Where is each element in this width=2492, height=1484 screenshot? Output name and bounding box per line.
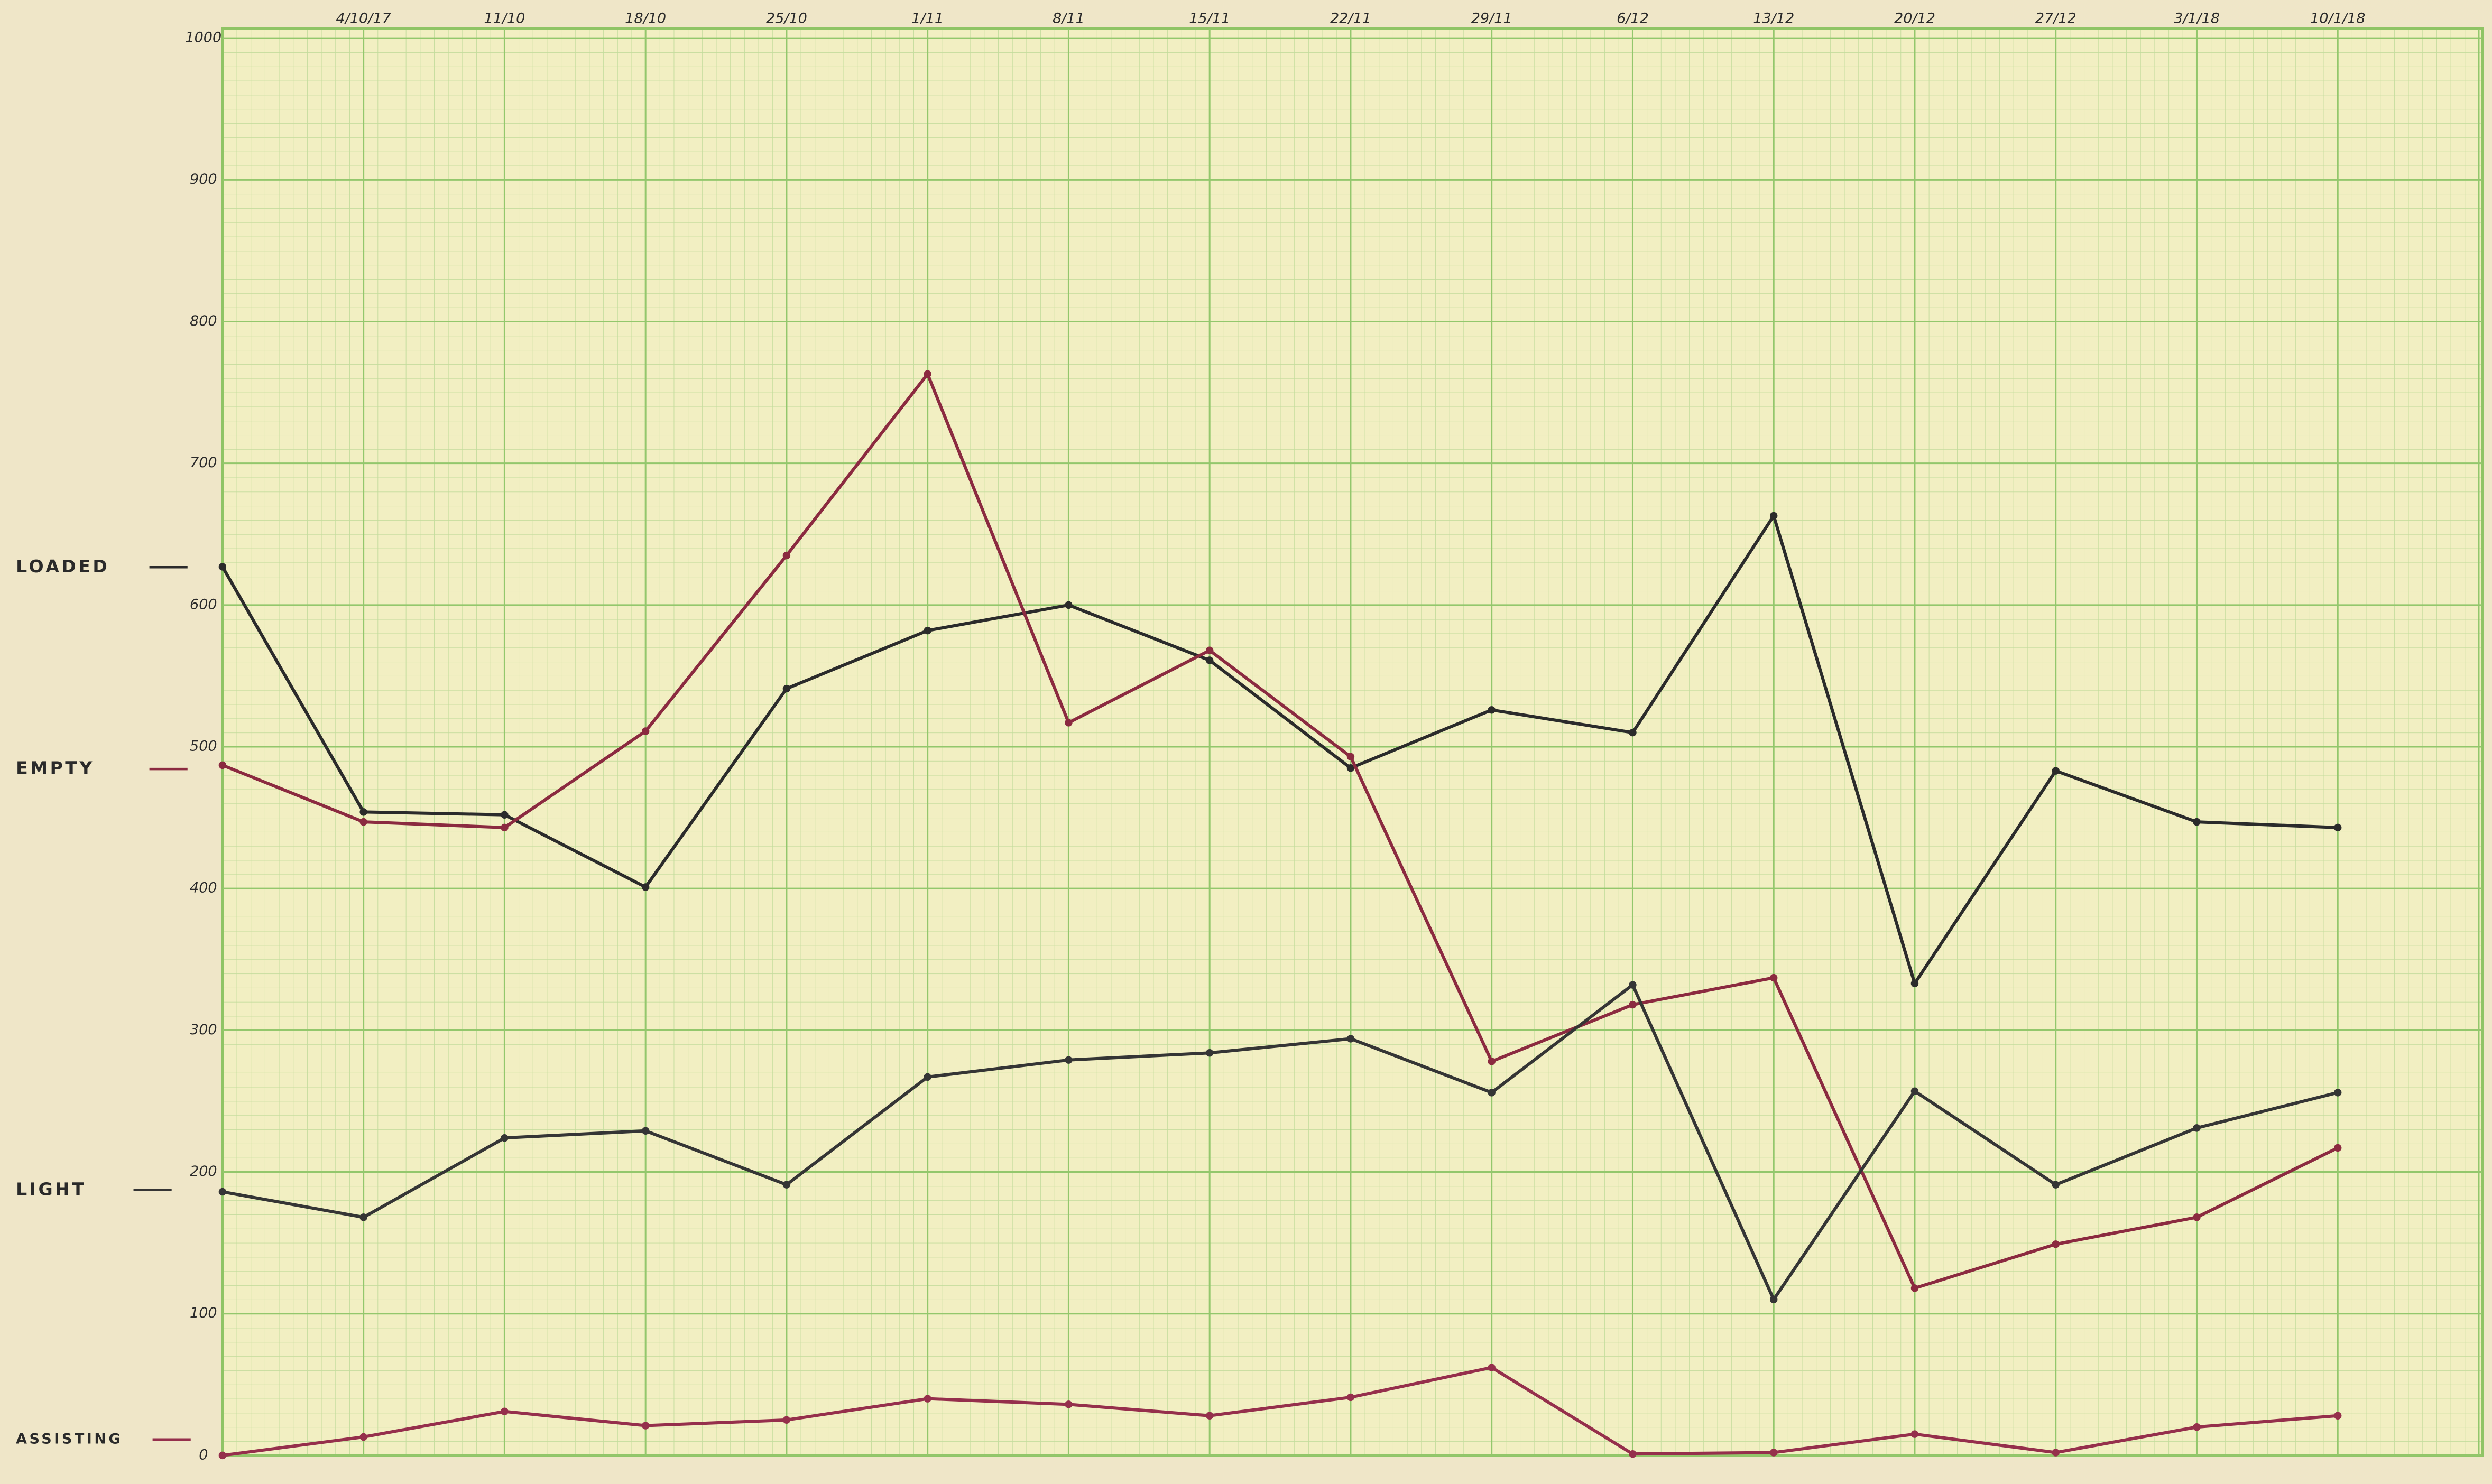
data-point — [783, 1181, 790, 1188]
data-point — [359, 818, 367, 826]
legend-label: LIGHT — [16, 1179, 86, 1199]
x-tick-label: 3/1/18 — [2174, 11, 2220, 27]
data-point — [2052, 767, 2060, 774]
y-tick-label: 100 — [190, 1305, 217, 1321]
data-point — [1206, 1049, 1213, 1056]
data-point — [1629, 1001, 1636, 1008]
chart: 4/10/17 11/10 18/10 25/10 1/11 8/11 15/11 22/11… — [0, 0, 2492, 1484]
data-point — [1629, 1450, 1636, 1458]
data-point — [359, 1433, 367, 1441]
data-point — [924, 1073, 931, 1081]
legend-label: ASSISTING — [16, 1431, 123, 1447]
data-point — [642, 1422, 649, 1429]
data-point — [1488, 706, 1495, 713]
y-tick-label: 300 — [190, 1022, 217, 1038]
y-tick-label: 800 — [190, 313, 217, 329]
data-point — [1770, 1296, 1777, 1303]
data-point — [501, 824, 508, 831]
x-tick-label: 27/12 — [2035, 11, 2076, 27]
data-point — [219, 762, 226, 769]
data-point — [359, 1213, 367, 1221]
data-point — [1488, 1089, 1495, 1096]
data-point — [2193, 1213, 2200, 1221]
data-point — [1629, 729, 1636, 736]
y-tick-label: 0 — [199, 1446, 208, 1463]
data-point — [1488, 1364, 1495, 1371]
data-point — [2193, 1423, 2200, 1431]
data-point — [1347, 1394, 1354, 1401]
minor-grid — [223, 29, 2482, 1455]
data-point — [501, 1134, 508, 1142]
data-point — [1206, 646, 1213, 654]
y-tick-label: 500 — [190, 738, 217, 755]
x-tick-label: 20/12 — [1894, 11, 1935, 27]
data-point — [1488, 1058, 1495, 1065]
data-point — [1347, 1035, 1354, 1042]
data-point — [924, 370, 931, 378]
data-point — [2334, 1412, 2341, 1420]
y-tick-label: 1000 — [185, 30, 221, 46]
data-point — [1770, 512, 1777, 520]
x-tick-label: 29/11 — [1471, 11, 1512, 27]
data-point — [1065, 719, 1072, 726]
x-tick-label: 18/10 — [625, 11, 666, 27]
x-tick-label: 22/11 — [1330, 11, 1371, 27]
x-tick-label: 25/10 — [766, 11, 807, 27]
legend-label: EMPTY — [16, 758, 95, 778]
x-tick-label: 15/11 — [1189, 11, 1230, 27]
data-point — [924, 1395, 931, 1402]
data-point — [2052, 1181, 2060, 1188]
data-point — [1065, 1400, 1072, 1408]
y-tick-label: 200 — [190, 1163, 217, 1180]
y-tick-label: 600 — [190, 596, 217, 613]
data-point — [642, 1127, 649, 1135]
data-point — [2193, 818, 2200, 826]
data-point — [2193, 1124, 2200, 1131]
data-point — [219, 1452, 226, 1459]
data-point — [1065, 601, 1072, 609]
data-point — [642, 727, 649, 735]
data-point — [501, 1408, 508, 1415]
data-point — [1770, 974, 1777, 981]
data-point — [1911, 1284, 1918, 1292]
x-tick-label: 13/12 — [1753, 11, 1794, 27]
data-point — [501, 811, 508, 819]
x-tick-label: 4/10/17 — [336, 11, 391, 27]
data-point — [1347, 753, 1354, 760]
data-point — [1770, 1449, 1777, 1456]
x-tick-label: 11/10 — [484, 11, 525, 27]
x-tick-label: 8/11 — [1053, 11, 1085, 27]
data-point — [2052, 1449, 2060, 1456]
legend-label: LOADED — [16, 556, 109, 577]
data-point — [1206, 1412, 1213, 1420]
data-point — [2334, 824, 2341, 831]
data-point — [2334, 1144, 2341, 1152]
data-point — [1206, 656, 1213, 664]
data-point — [1911, 980, 1918, 987]
data-point — [359, 808, 367, 815]
data-point — [1911, 1087, 1918, 1095]
data-point — [219, 1188, 226, 1195]
x-tick-label: 6/12 — [1617, 11, 1649, 27]
data-point — [1911, 1430, 1918, 1437]
x-tick-label: 10/1/18 — [2310, 11, 2365, 27]
y-tick-label: 900 — [190, 171, 217, 188]
data-point — [642, 883, 649, 891]
data-point — [1629, 981, 1636, 988]
data-point — [219, 563, 226, 570]
data-point — [2334, 1089, 2341, 1096]
data-point — [924, 627, 931, 634]
data-point — [783, 552, 790, 559]
x-tick-label: 1/11 — [911, 11, 944, 27]
data-point — [783, 1416, 790, 1424]
y-tick-label: 700 — [190, 455, 217, 471]
y-tick-label: 400 — [190, 880, 217, 896]
data-point — [2052, 1240, 2060, 1248]
data-point — [783, 685, 790, 692]
page: {"chart_data": { "type": "line", "catego… — [0, 0, 2492, 1484]
data-point — [1065, 1056, 1072, 1063]
